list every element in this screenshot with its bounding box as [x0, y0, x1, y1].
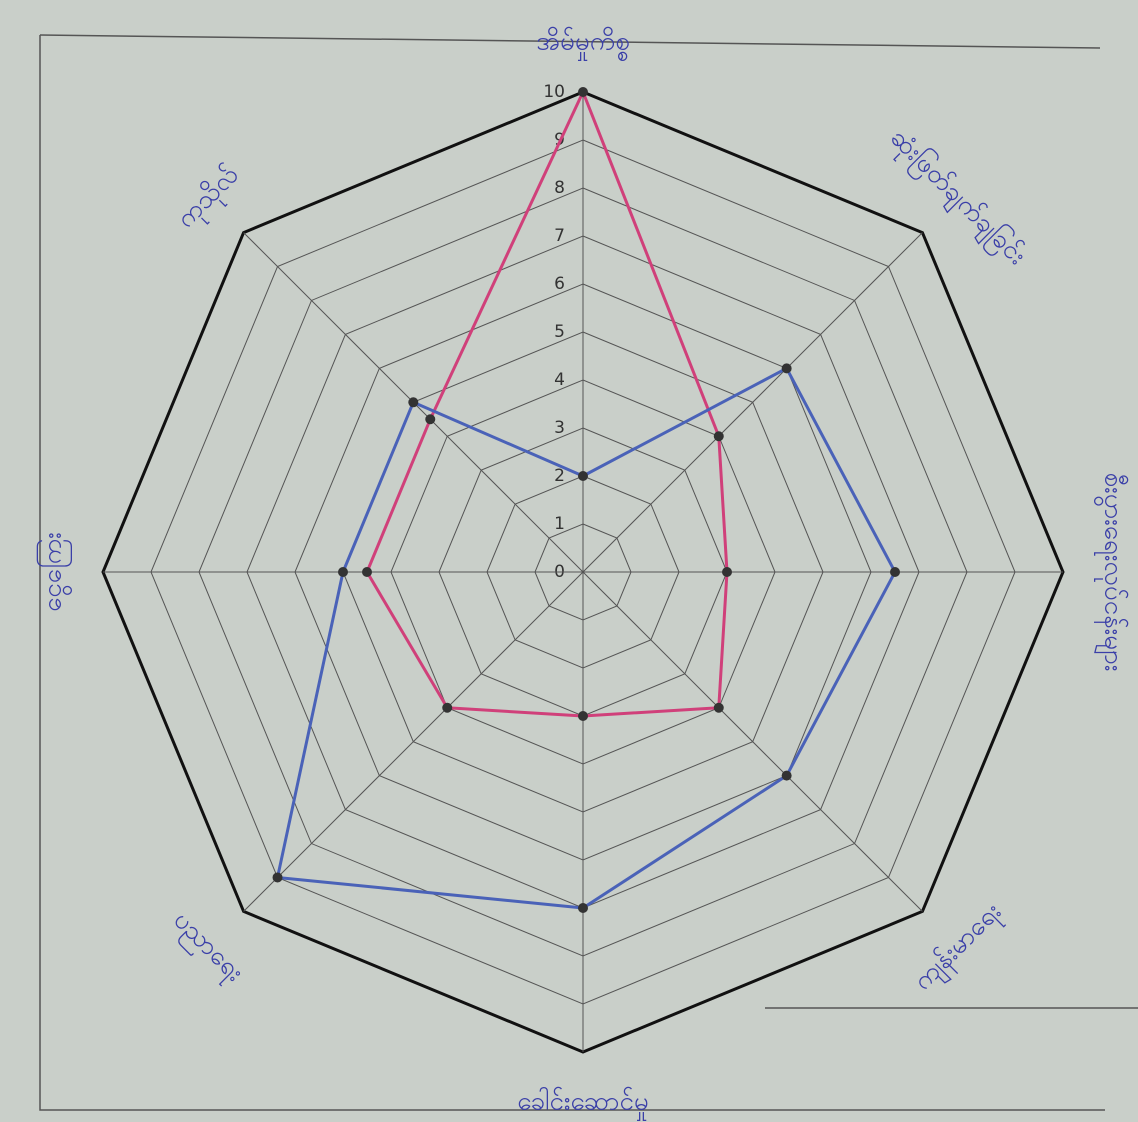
- axis-label: ခေါင်းဆောင်မှု: [517, 1086, 649, 1122]
- data-point: [578, 903, 588, 913]
- data-point: [714, 703, 724, 713]
- r-tick-label: 8: [554, 178, 565, 198]
- chart: 012345678910အိမ်မှုကိစ္စဆုံးဖြတ်ချက်ချခြ…: [0, 0, 1138, 1122]
- axis-label: အိမ်မှုကိစ္စ: [536, 26, 630, 62]
- r-tick-label: 7: [554, 226, 565, 246]
- data-point: [782, 771, 792, 781]
- r-tick-label: 3: [554, 418, 565, 438]
- data-point: [408, 397, 418, 407]
- r-tick-label: 1: [554, 514, 565, 534]
- data-point: [273, 872, 283, 882]
- data-point: [362, 567, 372, 577]
- data-point: [578, 87, 588, 97]
- r-tick-label: 4: [554, 370, 565, 390]
- data-point: [442, 703, 452, 713]
- data-point: [578, 471, 588, 481]
- data-point: [714, 431, 724, 441]
- data-point: [425, 414, 435, 424]
- data-point: [782, 363, 792, 373]
- r-tick-label: 6: [554, 274, 565, 294]
- data-point: [890, 567, 900, 577]
- r-tick-label: 10: [543, 82, 565, 102]
- axis-label: စီးပွားရေးလုပ်ငန်းများ: [1094, 473, 1130, 672]
- axis-label: ငွေကြေး: [35, 532, 73, 612]
- r-tick-label: 5: [554, 322, 565, 342]
- data-point: [578, 711, 588, 721]
- data-point: [338, 567, 348, 577]
- data-point: [722, 567, 732, 577]
